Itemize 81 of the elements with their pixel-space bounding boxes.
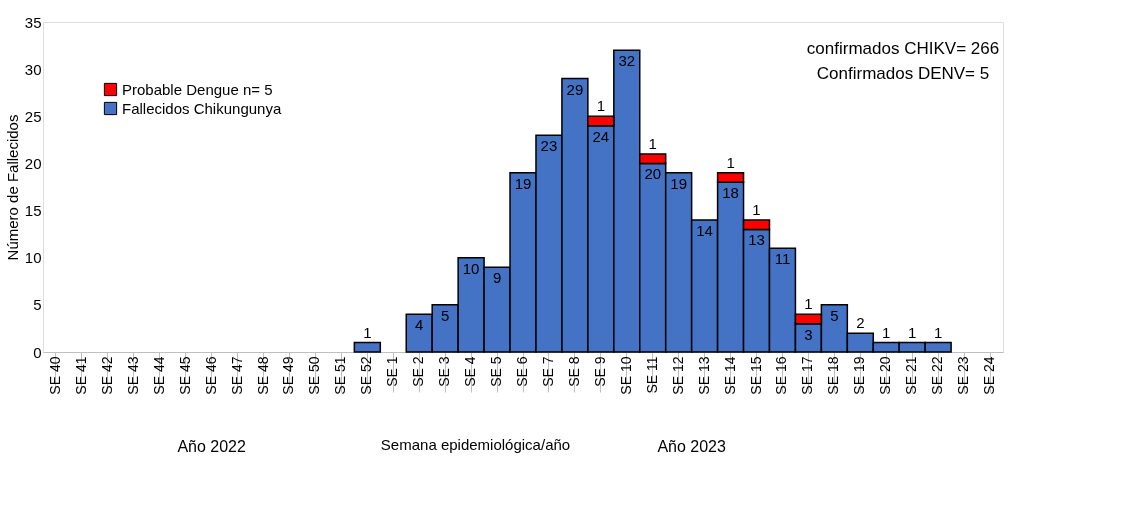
data-label: 5: [440, 306, 450, 324]
x-tick-label: SE 18: [825, 356, 842, 395]
data-label: 9: [492, 269, 502, 287]
x-axis-title: Semana epidemiológica/año: [380, 435, 571, 453]
data-label: 4: [415, 316, 424, 334]
x-tick-label: SE 8: [565, 356, 582, 387]
data-label: 1: [648, 135, 657, 152]
data-label: 1: [596, 97, 606, 115]
legend-label: Probable Dengue n= 5: [122, 80, 273, 98]
x-tick-label: SE 1: [384, 356, 401, 387]
x-tick-label: SE 49: [280, 356, 297, 395]
data-label: 1: [933, 323, 943, 341]
x-tick-label: SE 20: [877, 356, 894, 395]
data-label: 20: [644, 165, 662, 183]
data-label: 1: [726, 153, 735, 171]
annotation: confirmados CHIKV= 266: [806, 39, 1000, 58]
x-tick-label: SE 51: [332, 356, 349, 395]
data-label: 18: [722, 184, 739, 202]
data-label: 3: [804, 325, 813, 343]
data-label: 1: [908, 323, 917, 341]
bar: [353, 341, 382, 353]
x-tick-label: SE 40: [46, 356, 63, 395]
data-label: 32: [618, 52, 636, 70]
x-tick-label: SE 24: [981, 356, 998, 395]
x-tick-label: SE 50: [306, 356, 323, 395]
x-tick-label: SE 52: [358, 356, 375, 395]
data-label: 19: [514, 174, 532, 192]
data-label: 1: [882, 323, 891, 341]
y-tick-label: 25: [24, 107, 42, 125]
text: Año 2022: [177, 438, 246, 455]
data-label: 19: [670, 174, 688, 192]
data-label: 24: [592, 127, 610, 145]
x-tick-label: SE 44: [150, 356, 167, 395]
x-tick-label: SE 10: [617, 356, 634, 395]
y-tick-label: 35: [24, 13, 42, 31]
y-tick-label: 30: [24, 60, 42, 78]
data-label: 11: [774, 250, 791, 268]
y-axis-title: Número de Fallecidos: [3, 114, 21, 261]
x-tick-label: SE 17: [799, 356, 816, 395]
x-tick-label: SE 2: [410, 356, 427, 387]
data-label: 23: [540, 137, 558, 155]
x-tick-label: SE 12: [669, 356, 686, 395]
x-tick-label: SE 19: [851, 356, 868, 395]
x-tick-label: SE 7: [539, 356, 556, 387]
data-label: 1: [804, 295, 813, 313]
data-label: 1: [752, 201, 761, 218]
y-tick-label: 0: [33, 343, 42, 361]
x-tick-label: SE 4: [462, 356, 479, 387]
x-tick-label: SE 22: [929, 356, 946, 395]
x-tick-label: SE 43: [124, 356, 141, 395]
x-tick-label: SE 11: [643, 356, 660, 394]
x-tick-label: SE 23: [955, 356, 972, 395]
x-tick-label: SE 5: [488, 356, 505, 387]
data-label: 5: [830, 306, 839, 324]
data-label: 13: [748, 231, 765, 249]
x-tick-label: SE 14: [721, 356, 738, 395]
legend-label: Fallecidos Chikungunya: [122, 99, 282, 117]
x-tick-label: SE 3: [436, 356, 453, 387]
data-label: 14: [696, 222, 713, 239]
data-label: 1: [363, 323, 372, 341]
data-label: 2: [856, 314, 865, 332]
x-tick-label: SE 6: [514, 356, 530, 387]
y-tick-label: 20: [24, 154, 42, 172]
x-tick-label: SE 45: [176, 356, 193, 395]
x-tick-label: SE 9: [591, 356, 608, 387]
x-tick-label: SE 15: [747, 356, 764, 395]
x-tick-label: SE 42: [98, 356, 115, 395]
x-tick-label: SE 16: [773, 356, 790, 395]
data-label: 10: [462, 259, 480, 277]
annotation: Confirmados DENV= 5: [816, 64, 990, 83]
x-tick-label: SE 13: [695, 356, 712, 395]
text: Año 2023: [657, 438, 726, 455]
data-label: 29: [566, 80, 584, 98]
y-tick-label: 15: [24, 202, 42, 220]
x-tick-label: SE 46: [202, 356, 219, 395]
x-tick-label: SE 21: [903, 356, 920, 395]
x-tick-label: SE 47: [228, 356, 245, 395]
x-tick-label: SE 41: [72, 356, 89, 395]
y-tick-label: 10: [24, 249, 42, 267]
y-tick-label: 5: [33, 296, 42, 314]
x-tick-label: SE 48: [254, 356, 271, 395]
